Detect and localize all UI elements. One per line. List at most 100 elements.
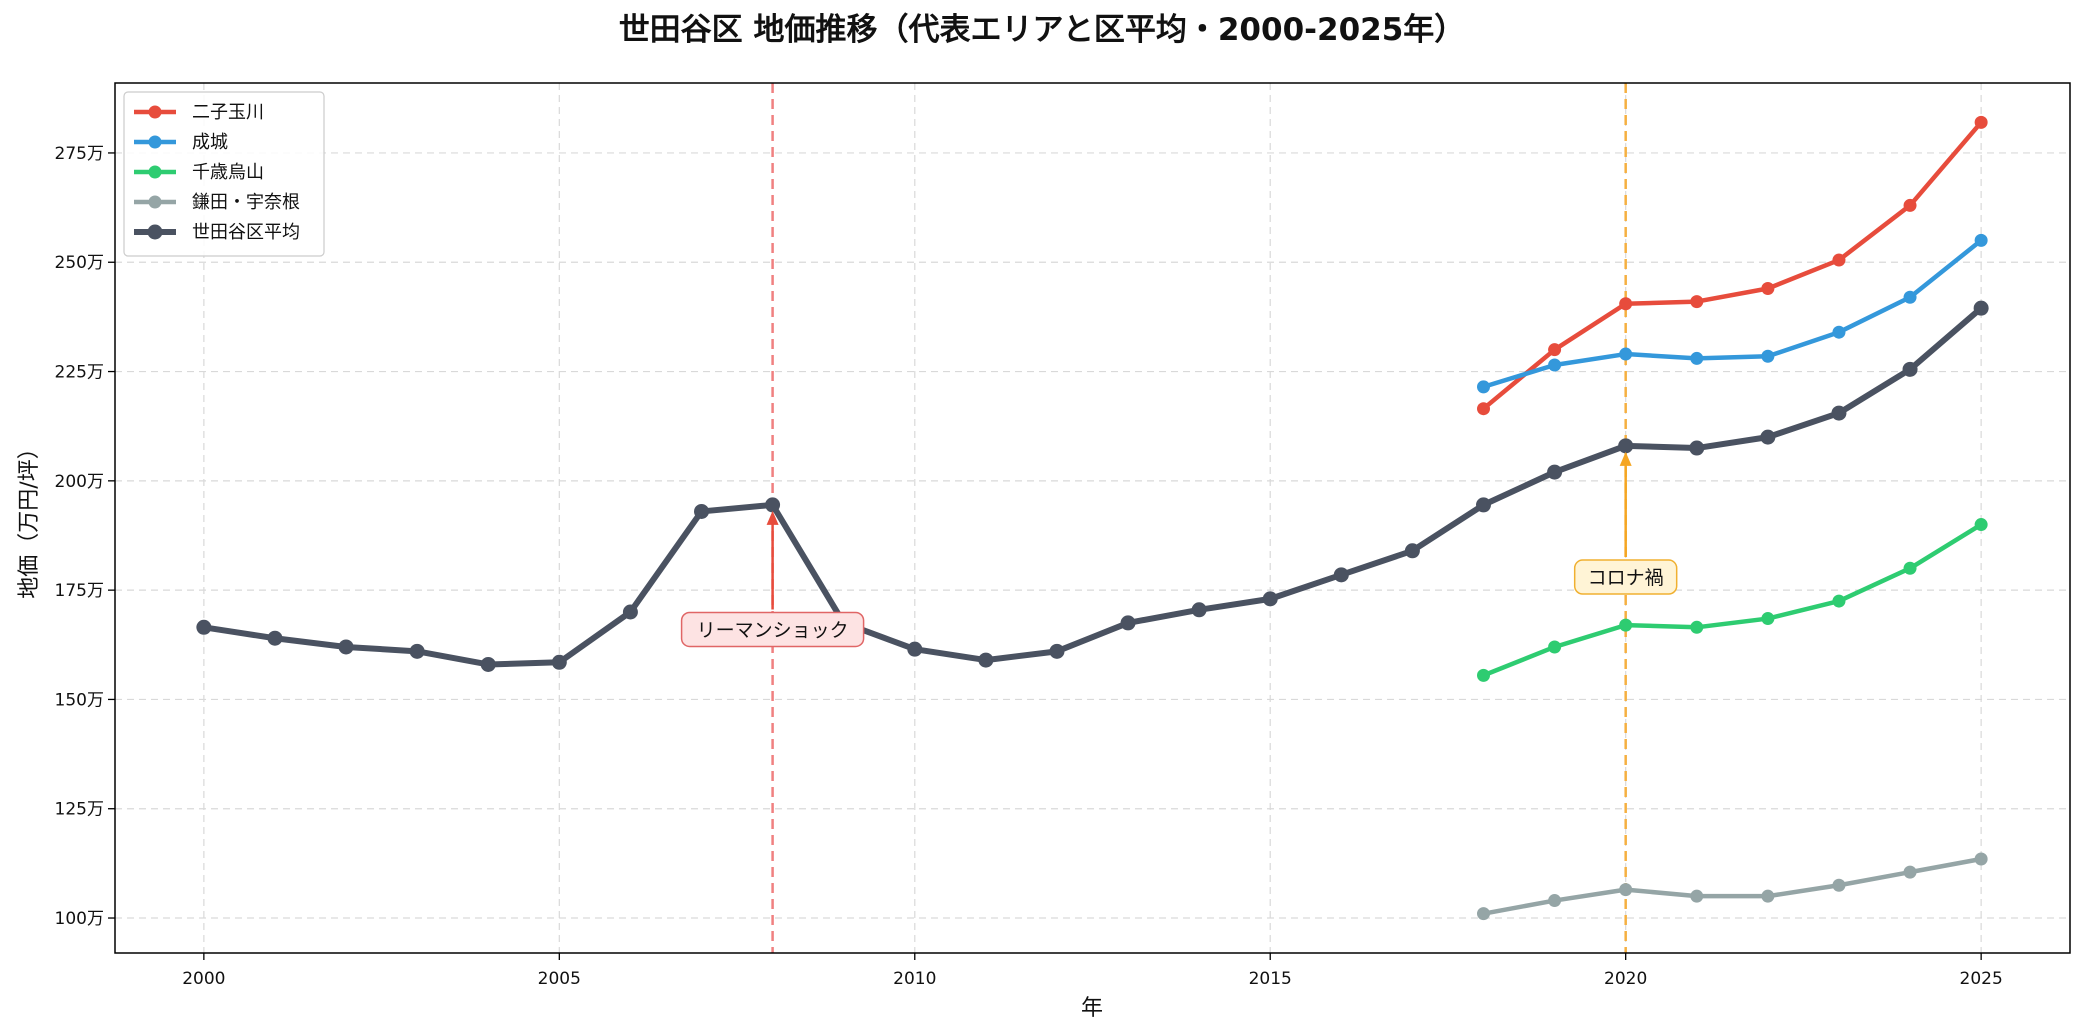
legend-box: [123, 91, 325, 257]
y-tick-label: 200万: [55, 472, 104, 492]
series-line: [1481, 238, 1984, 390]
data-point: [480, 656, 496, 672]
data-point: [1618, 438, 1634, 454]
legend-label: 二子玉川: [192, 102, 264, 123]
legend-label: 鎌田・宇奈根: [192, 192, 300, 213]
x-tick-label: 2020: [1604, 969, 1647, 989]
data-point: [1761, 281, 1775, 295]
series-3: [1477, 852, 1988, 921]
legend-label: 世田谷区平均: [192, 222, 300, 243]
y-tick-label: 250万: [55, 253, 104, 273]
event-vlines: [771, 83, 1627, 953]
data-point: [1619, 883, 1633, 897]
data-point: [1690, 620, 1704, 634]
x-tick-label: 2000: [182, 969, 225, 989]
data-point: [1404, 543, 1420, 559]
data-point: [1760, 429, 1776, 445]
y-tick-label: 275万: [55, 144, 104, 164]
y-tick-label: 125万: [55, 800, 104, 820]
data-point: [1973, 300, 1989, 316]
data-point: [1477, 668, 1490, 682]
data-point: [978, 652, 994, 668]
x-tick-label: 2010: [893, 969, 936, 989]
data-point: [1049, 643, 1065, 659]
data-point: [338, 639, 354, 655]
data-point: [1191, 602, 1207, 618]
data-point: [1548, 358, 1562, 372]
data-point: [1690, 295, 1704, 309]
legend-swatch-marker: [148, 105, 162, 119]
series-line: [200, 305, 1985, 668]
series-line: [1481, 856, 1984, 916]
data-point: [1831, 405, 1847, 421]
legend-entry-2: 千歳烏山: [134, 162, 264, 183]
data-point: [1548, 343, 1562, 357]
data-point: [1477, 402, 1490, 416]
data-point: [1262, 591, 1278, 607]
legend-swatch-marker: [148, 195, 162, 209]
legend-entry-4: 世田谷区平均: [134, 222, 300, 243]
data-point: [1903, 561, 1917, 575]
gridlines: [115, 83, 2070, 953]
series-2: [1477, 518, 1988, 682]
data-point: [1689, 440, 1705, 456]
data-point: [1903, 198, 1917, 212]
annotation-text: コロナ禍: [1588, 567, 1664, 589]
chart-title: 世田谷区 地価推移（代表エリアと区平均・2000-2025年）: [619, 12, 1466, 48]
annotation-box: [1573, 559, 1678, 595]
data-point: [1903, 865, 1917, 879]
y-tick-label: 225万: [55, 363, 104, 383]
legend-entry-1: 成城: [134, 132, 228, 153]
legend-swatch-marker: [148, 165, 162, 179]
legend-label: 千歳烏山: [192, 162, 264, 183]
legend-swatch-marker: [147, 224, 163, 240]
annotation-1: コロナ禍: [1573, 451, 1678, 595]
data-point: [1333, 567, 1349, 583]
data-point: [1832, 594, 1846, 608]
data-point: [1761, 612, 1775, 626]
data-point: [1974, 518, 1988, 532]
annotation-arrowhead: [766, 510, 779, 525]
data-point: [1690, 351, 1704, 365]
data-point: [1974, 233, 1988, 247]
data-point: [1974, 115, 1988, 129]
data-point: [907, 641, 923, 657]
series-line: [1481, 120, 1984, 411]
series-line: [1481, 522, 1984, 678]
data-point: [1619, 347, 1633, 361]
y-axis-label: 地価（万円/坪）: [17, 437, 42, 598]
x-tick-label: 2015: [1249, 969, 1292, 989]
series-1: [1477, 233, 1988, 394]
annotation-text: リーマンショック: [697, 619, 849, 641]
data-point: [1832, 325, 1846, 339]
annotation-arrowhead: [1619, 451, 1632, 466]
data-point: [1619, 297, 1633, 311]
series-layer: [196, 115, 1989, 921]
data-point: [694, 503, 709, 519]
data-point: [1477, 380, 1490, 394]
data-point: [1477, 907, 1490, 921]
data-point: [409, 643, 425, 659]
plot-frame: [114, 82, 2071, 954]
data-point: [1548, 894, 1562, 908]
x-axis-label: 年: [1081, 996, 1103, 1021]
data-point: [1120, 615, 1136, 631]
x-tick-label: 2005: [538, 969, 581, 989]
y-tick-label: 100万: [55, 909, 104, 929]
series-0: [1477, 115, 1988, 416]
data-point: [765, 497, 781, 513]
data-point: [1761, 889, 1775, 903]
annotation-box: [680, 611, 865, 648]
data-point: [1547, 464, 1563, 480]
x-axis-ticks: 2000 2005 2010 2015 2020 2025: [182, 953, 2003, 989]
data-point: [1974, 852, 1988, 866]
data-point: [1903, 290, 1917, 304]
data-point: [1832, 878, 1846, 892]
data-point: [267, 630, 283, 646]
data-point: [1690, 889, 1704, 903]
annotations: リーマンショック コロナ禍: [680, 451, 1678, 648]
y-tick-label: 175万: [55, 581, 104, 601]
